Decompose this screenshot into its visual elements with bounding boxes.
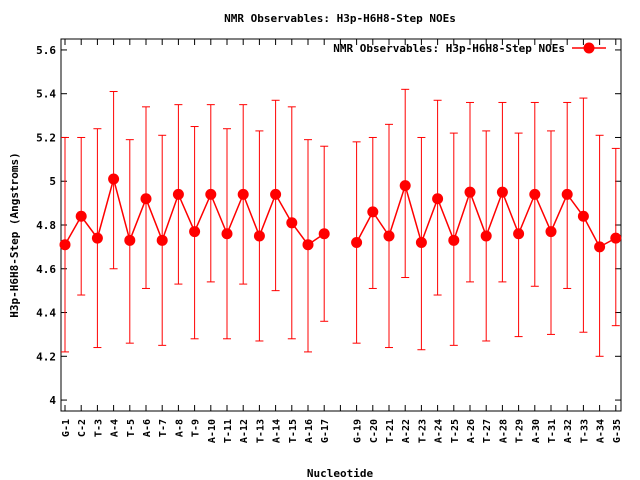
x-tick-label: T-23 bbox=[417, 419, 428, 443]
x-tick-label: T-25 bbox=[450, 419, 461, 443]
data-point bbox=[480, 230, 492, 242]
x-axis-label: Nucleotide bbox=[307, 467, 374, 480]
data-point bbox=[286, 217, 298, 229]
x-tick-label: T-31 bbox=[547, 419, 558, 443]
data-point bbox=[156, 234, 168, 246]
x-tick-label: T-33 bbox=[579, 419, 590, 443]
data-point bbox=[59, 239, 71, 251]
data-point bbox=[124, 234, 136, 246]
y-tick-label: 4.2 bbox=[36, 350, 56, 363]
x-tick-label: A-22 bbox=[401, 419, 412, 443]
x-tick-label: A-14 bbox=[272, 419, 283, 443]
data-point bbox=[529, 188, 541, 200]
x-tick-label: C-2 bbox=[77, 419, 88, 437]
data-point bbox=[205, 188, 217, 200]
data-point bbox=[383, 230, 395, 242]
x-tick-label: A-8 bbox=[174, 419, 185, 437]
x-tick-label: T-27 bbox=[482, 419, 493, 443]
data-point bbox=[351, 237, 363, 249]
data-point bbox=[108, 173, 120, 185]
x-tick-label: C-20 bbox=[369, 419, 380, 443]
data-point bbox=[415, 237, 427, 249]
data-point bbox=[367, 206, 379, 218]
x-tick-label: A-32 bbox=[563, 419, 574, 443]
y-tick-label: 5.2 bbox=[36, 131, 56, 144]
data-point bbox=[172, 188, 184, 200]
x-tick-label: A-4 bbox=[110, 419, 121, 437]
data-point bbox=[253, 230, 265, 242]
y-tick-label: 5 bbox=[49, 175, 56, 188]
x-tick-label: T-21 bbox=[385, 419, 396, 443]
data-point bbox=[561, 188, 573, 200]
y-tick-label: 4 bbox=[49, 394, 56, 407]
y-tick-label: 4.6 bbox=[36, 263, 56, 276]
y-tick-label: 5.6 bbox=[36, 44, 56, 57]
x-tick-label: A-26 bbox=[466, 419, 477, 443]
error-bars bbox=[61, 88, 620, 357]
y-axis-label: H3p-H6H8-Step (Angstroms) bbox=[8, 152, 21, 318]
x-tick-label: T-15 bbox=[288, 419, 299, 443]
data-point bbox=[496, 186, 508, 198]
chart-title: NMR Observables: H3p-H6H8-Step NOEs bbox=[224, 12, 456, 25]
data-point bbox=[432, 193, 444, 205]
y-tick-label: 5.4 bbox=[36, 88, 56, 101]
x-tick-label: A-30 bbox=[531, 419, 542, 443]
x-tick-label: T-3 bbox=[93, 419, 104, 437]
x-tick-label: A-10 bbox=[207, 419, 218, 443]
data-point bbox=[237, 188, 249, 200]
data-point bbox=[140, 193, 152, 205]
x-tick-label: A-6 bbox=[142, 419, 153, 437]
x-tick-label: G-17 bbox=[320, 419, 331, 443]
x-tick-label: T-9 bbox=[191, 419, 202, 437]
x-tick-label: T-11 bbox=[223, 419, 234, 443]
x-tick-label: A-24 bbox=[434, 419, 445, 443]
data-point bbox=[91, 232, 103, 244]
legend-marker bbox=[583, 42, 595, 54]
x-tick-label: T-13 bbox=[255, 419, 266, 443]
data-point bbox=[399, 180, 411, 192]
x-tick-label: G-1 bbox=[61, 419, 72, 437]
data-points bbox=[59, 173, 622, 253]
x-tick-label: T-7 bbox=[158, 419, 169, 437]
data-point bbox=[189, 226, 201, 238]
data-point bbox=[513, 228, 525, 240]
x-tick-label: T-5 bbox=[126, 419, 137, 437]
data-point bbox=[270, 188, 282, 200]
x-tick-label: T-29 bbox=[515, 419, 526, 443]
x-tick-label: A-34 bbox=[596, 419, 607, 443]
y-tick-label: 4.8 bbox=[36, 219, 56, 232]
y-tick-label: 4.4 bbox=[36, 307, 56, 320]
data-point bbox=[448, 234, 460, 246]
x-tick-label: A-28 bbox=[498, 419, 509, 443]
data-point bbox=[610, 232, 622, 244]
x-tick-label: A-12 bbox=[239, 419, 250, 443]
axis-ticks: 4 4.2 4.4 4.6 4.8 5 5.2 5.4 5.6 G-1 C-2 T-3 A-4 T-5 A-… bbox=[36, 39, 623, 443]
x-tick-label: A-16 bbox=[304, 419, 315, 443]
x-tick-label: G-19 bbox=[353, 419, 364, 443]
data-point bbox=[464, 186, 476, 198]
legend: NMR Observables: H3p-H6H8-Step NOEs bbox=[333, 42, 606, 55]
data-point bbox=[545, 226, 557, 238]
data-point bbox=[75, 210, 87, 222]
data-point bbox=[318, 228, 330, 240]
data-point bbox=[221, 228, 233, 240]
legend-label: NMR Observables: H3p-H6H8-Step NOEs bbox=[333, 42, 565, 55]
data-point bbox=[302, 239, 314, 251]
plot-frame bbox=[60, 38, 622, 412]
data-point bbox=[577, 210, 589, 222]
data-point bbox=[594, 241, 606, 253]
x-tick-label: G-35 bbox=[612, 419, 623, 443]
